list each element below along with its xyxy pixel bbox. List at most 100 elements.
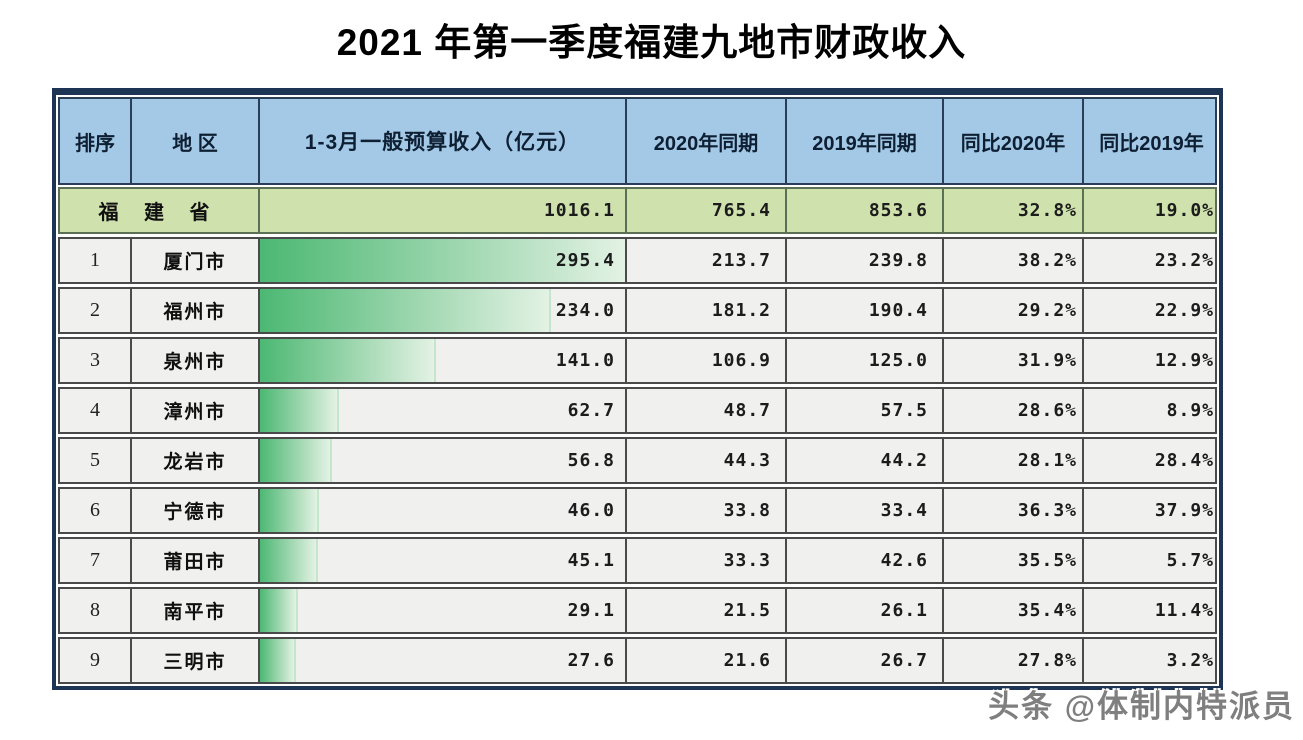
revenue-value: 295.4 <box>555 250 615 271</box>
prev2020-value: 33.3 <box>723 550 771 571</box>
revenue-bar-cell: 295.4 <box>258 239 627 282</box>
yoy2020-value: 36.3% <box>1017 500 1077 521</box>
table-header-row: 排序 地 区 1-3月一般预算收入（亿元） 2020年同期 2019年同期 同比… <box>58 97 1217 185</box>
city-name: 莆田市 <box>130 539 258 582</box>
header-yoy2019: 同比2019年 <box>1082 99 1219 183</box>
header-region: 地 区 <box>130 99 258 183</box>
city-name: 南平市 <box>130 589 258 632</box>
fiscal-revenue-table: 排序 地 区 1-3月一般预算收入（亿元） 2020年同期 2019年同期 同比… <box>52 88 1223 690</box>
table-row-putian: 7 莆田市 45.1 33.3 42.6 35.5% 5.7% <box>58 537 1217 584</box>
table-row-fuzhou: 2 福州市 234.0 181.2 190.4 29.2% 22.9% <box>58 287 1217 334</box>
yoy2020-value: 28.6% <box>1017 400 1077 421</box>
revenue-value: 29.1 <box>567 600 615 621</box>
prev2019-value: 239.8 <box>868 250 928 271</box>
city-name: 泉州市 <box>130 339 258 382</box>
table-row-ningde: 6 宁德市 46.0 33.8 33.4 36.3% 37.9% <box>58 487 1217 534</box>
revenue-value: 62.7 <box>567 400 615 421</box>
revenue-bar <box>260 589 298 632</box>
city-name: 福州市 <box>130 289 258 332</box>
rank: 5 <box>90 449 100 471</box>
city-name: 宁德市 <box>130 489 258 532</box>
yoy2020-value: 35.4% <box>1017 600 1077 621</box>
rank: 7 <box>90 549 100 571</box>
revenue-bar-cell: 56.8 <box>258 439 625 482</box>
table-row-zhangzhou: 4 漳州市 62.7 48.7 57.5 28.6% 8.9% <box>58 387 1217 434</box>
prev2020-value: 21.6 <box>723 650 771 671</box>
prev2019-value: 44.2 <box>880 450 928 471</box>
prev2019-value: 125.0 <box>868 350 928 371</box>
revenue-value: 45.1 <box>567 550 615 571</box>
revenue-bar-cell: 46.0 <box>258 489 625 532</box>
yoy2019-value: 11.4% <box>1154 600 1214 621</box>
revenue-value: 56.8 <box>567 450 615 471</box>
prev2020-value: 213.7 <box>711 250 771 271</box>
revenue-bar <box>260 239 627 282</box>
revenue-bar <box>260 489 319 532</box>
prev2019-value: 42.6 <box>880 550 928 571</box>
revenue-value: 46.0 <box>567 500 615 521</box>
header-yoy2020: 同比2020年 <box>942 99 1082 183</box>
prev2020-value: 106.9 <box>711 350 771 371</box>
revenue-value: 27.6 <box>567 650 615 671</box>
revenue-bar <box>260 439 333 482</box>
province-prev2019: 853.6 <box>868 200 928 221</box>
city-name: 漳州市 <box>130 389 258 432</box>
province-revenue: 1016.1 <box>543 200 615 221</box>
yoy2020-value: 31.9% <box>1017 350 1077 371</box>
revenue-bar-cell: 29.1 <box>258 589 625 632</box>
yoy2020-value: 38.2% <box>1017 250 1077 271</box>
prev2019-value: 33.4 <box>880 500 928 521</box>
prev2020-value: 44.3 <box>723 450 771 471</box>
yoy2019-value: 3.2% <box>1166 650 1214 671</box>
yoy2020-value: 27.8% <box>1017 650 1077 671</box>
city-name: 厦门市 <box>130 239 258 282</box>
header-2020: 2020年同期 <box>625 99 785 183</box>
province-name: 福 建 省 <box>98 202 220 224</box>
revenue-bar-cell: 45.1 <box>258 539 625 582</box>
rank: 2 <box>90 299 100 321</box>
yoy2019-value: 8.9% <box>1166 400 1214 421</box>
revenue-bar-cell: 141.0 <box>258 339 625 382</box>
prev2020-value: 181.2 <box>711 300 771 321</box>
province-row: 福 建 省 1016.1 765.4 853.6 32.8% 19.0% <box>58 187 1217 234</box>
prev2019-value: 26.7 <box>880 650 928 671</box>
prev2019-value: 190.4 <box>868 300 928 321</box>
yoy2019-value: 22.9% <box>1154 300 1214 321</box>
yoy2020-value: 35.5% <box>1017 550 1077 571</box>
prev2020-value: 48.7 <box>723 400 771 421</box>
yoy2019-value: 23.2% <box>1154 250 1214 271</box>
yoy2020-value: 29.2% <box>1017 300 1077 321</box>
header-rank: 排序 <box>75 132 115 155</box>
revenue-value: 234.0 <box>555 300 615 321</box>
prev2019-value: 26.1 <box>880 600 928 621</box>
header-revenue: 1-3月一般预算收入（亿元） <box>258 99 625 183</box>
rank: 8 <box>90 599 100 621</box>
revenue-bar-cell: 234.0 <box>258 289 625 332</box>
revenue-bar <box>260 639 297 682</box>
revenue-bar-cell: 27.6 <box>258 639 625 682</box>
rank: 6 <box>90 499 100 521</box>
rank: 1 <box>90 249 100 271</box>
rank: 9 <box>90 649 100 671</box>
revenue-bar-cell: 62.7 <box>258 389 625 432</box>
province-prev2020: 765.4 <box>711 200 771 221</box>
prev2019-value: 57.5 <box>880 400 928 421</box>
revenue-bar <box>260 339 437 382</box>
province-yoy2019: 19.0% <box>1154 200 1214 221</box>
revenue-bar <box>260 289 552 332</box>
revenue-bar <box>260 389 340 432</box>
yoy2019-value: 5.7% <box>1166 550 1214 571</box>
province-yoy2020: 32.8% <box>1017 200 1077 221</box>
city-name: 龙岩市 <box>130 439 258 482</box>
yoy2020-value: 28.1% <box>1017 450 1077 471</box>
table-row-sanming: 9 三明市 27.6 21.6 26.7 27.8% 3.2% <box>58 637 1217 684</box>
yoy2019-value: 28.4% <box>1154 450 1214 471</box>
page-title: 2021 年第一季度福建九地市财政收入 <box>336 22 967 63</box>
revenue-value: 141.0 <box>555 350 615 371</box>
revenue-bar <box>260 539 318 582</box>
table-row-quanzhou: 3 泉州市 141.0 106.9 125.0 31.9% 12.9% <box>58 337 1217 384</box>
rank: 3 <box>90 349 100 371</box>
watermark: 头条 @体制内特派员 <box>988 689 1295 724</box>
table-row-nanping: 8 南平市 29.1 21.5 26.1 35.4% 11.4% <box>58 587 1217 634</box>
